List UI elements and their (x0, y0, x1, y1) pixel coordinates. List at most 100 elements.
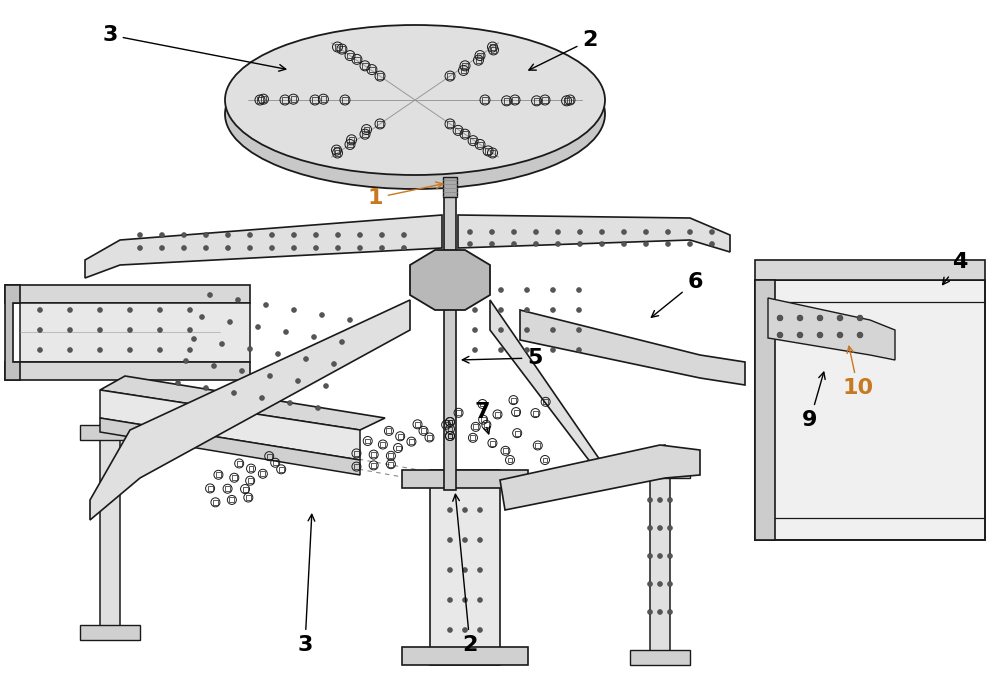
Bar (485, 148, 491, 154)
Circle shape (622, 242, 626, 246)
Circle shape (176, 380, 180, 385)
Circle shape (534, 230, 538, 235)
Bar (495, 412, 500, 417)
Circle shape (550, 348, 556, 352)
Circle shape (498, 288, 504, 292)
Polygon shape (650, 460, 670, 665)
Polygon shape (100, 425, 120, 640)
Bar (371, 463, 376, 468)
Circle shape (448, 567, 452, 572)
Bar (369, 67, 375, 73)
Ellipse shape (225, 39, 605, 189)
Polygon shape (630, 650, 690, 665)
Bar (237, 461, 242, 466)
Circle shape (402, 232, 406, 237)
Bar (261, 96, 266, 102)
Circle shape (248, 246, 252, 251)
Bar (312, 97, 318, 103)
Bar (490, 440, 495, 445)
Bar (427, 435, 432, 440)
Circle shape (837, 315, 843, 321)
Circle shape (644, 230, 648, 235)
Bar (246, 495, 251, 500)
Circle shape (462, 597, 468, 602)
Circle shape (248, 232, 252, 237)
Polygon shape (402, 647, 528, 665)
Circle shape (478, 567, 482, 572)
Bar (564, 98, 569, 103)
Bar (279, 467, 284, 472)
Circle shape (462, 537, 468, 542)
Circle shape (668, 581, 672, 586)
Circle shape (208, 292, 212, 297)
Circle shape (358, 246, 362, 251)
Bar (362, 131, 368, 137)
Circle shape (658, 609, 662, 614)
Bar (225, 487, 230, 491)
Bar (543, 399, 548, 404)
Circle shape (534, 242, 538, 246)
Polygon shape (85, 215, 442, 278)
Bar (473, 424, 478, 429)
Polygon shape (755, 280, 775, 540)
Bar (462, 63, 468, 68)
Bar (342, 97, 348, 103)
Bar (409, 439, 414, 444)
Circle shape (710, 230, 714, 235)
Circle shape (38, 348, 42, 352)
Bar (371, 452, 376, 457)
Text: 2: 2 (453, 494, 478, 655)
Circle shape (478, 597, 482, 602)
Bar (448, 419, 452, 424)
Text: 2: 2 (529, 30, 598, 70)
Circle shape (288, 401, 292, 406)
Circle shape (68, 348, 72, 352)
Polygon shape (80, 425, 140, 440)
Bar (335, 44, 340, 50)
Circle shape (668, 609, 672, 614)
Circle shape (38, 308, 42, 313)
Circle shape (473, 348, 478, 352)
Bar (321, 96, 326, 102)
Circle shape (524, 308, 530, 313)
Bar (213, 500, 218, 505)
Circle shape (184, 359, 188, 364)
Text: 3: 3 (102, 25, 286, 71)
Circle shape (578, 230, 582, 235)
Bar (354, 57, 360, 62)
Text: 4: 4 (943, 252, 968, 285)
Circle shape (666, 242, 670, 246)
Circle shape (648, 498, 652, 503)
Ellipse shape (225, 25, 605, 175)
Bar (354, 451, 359, 456)
Circle shape (402, 246, 406, 251)
Circle shape (270, 232, 274, 237)
Bar (448, 433, 452, 438)
Text: 3: 3 (297, 514, 315, 655)
Circle shape (182, 232, 186, 237)
Circle shape (204, 385, 208, 390)
Bar (447, 73, 453, 79)
Polygon shape (630, 460, 690, 478)
Circle shape (473, 308, 478, 313)
Circle shape (512, 242, 516, 246)
Polygon shape (100, 376, 385, 430)
Bar (504, 98, 509, 103)
Circle shape (600, 242, 604, 246)
Text: 9: 9 (802, 372, 825, 430)
Circle shape (260, 396, 264, 401)
Bar (380, 442, 385, 447)
Circle shape (200, 315, 205, 320)
Text: 7: 7 (474, 402, 490, 434)
Circle shape (462, 507, 468, 512)
Bar (229, 498, 234, 503)
Circle shape (498, 327, 504, 332)
Bar (533, 410, 538, 415)
Circle shape (316, 406, 320, 410)
Polygon shape (755, 280, 985, 540)
Polygon shape (100, 418, 360, 475)
Bar (257, 97, 263, 103)
Bar (448, 419, 452, 424)
Bar (491, 47, 496, 52)
Circle shape (138, 246, 143, 251)
